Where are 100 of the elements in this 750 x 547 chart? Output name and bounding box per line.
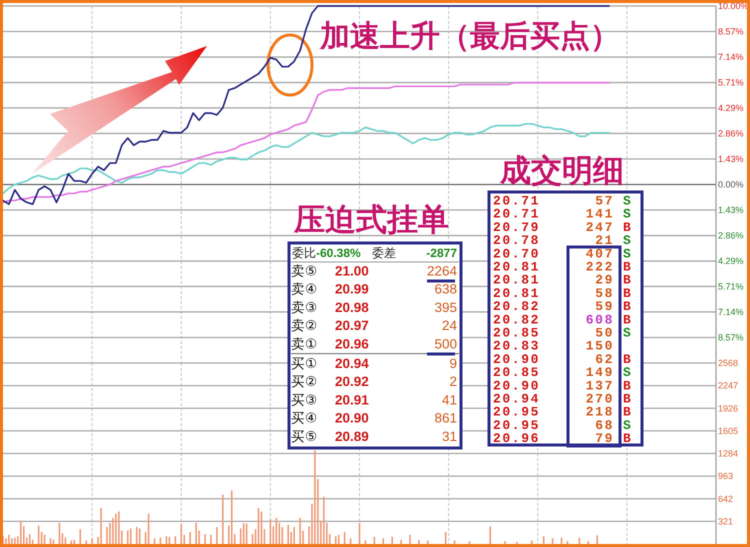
y-tick-label: 1.43% xyxy=(718,154,744,164)
data-label: 20.98 xyxy=(335,300,370,315)
data-label: 20.89 xyxy=(335,428,369,444)
y-tick-label: 8.57% xyxy=(718,332,744,342)
data-label: 57 xyxy=(595,194,614,208)
category-label: S xyxy=(623,246,631,262)
category-label: B xyxy=(623,286,631,301)
category-label: S xyxy=(623,418,631,433)
category-label: B xyxy=(623,392,631,406)
data-label: 20.99 xyxy=(335,282,369,297)
data-label: 20.94 xyxy=(335,356,370,371)
category-label: B xyxy=(623,260,631,274)
y-tick-label: 7.14% xyxy=(718,52,744,62)
data-label: 50 xyxy=(595,326,614,340)
data-label: 395 xyxy=(434,300,457,315)
data-label: 20.79 xyxy=(493,220,540,235)
category-label: S xyxy=(623,194,631,208)
data-label: 20.78 xyxy=(493,233,540,248)
category-label: 卖① xyxy=(291,336,318,352)
annotation: -2877 xyxy=(426,246,458,260)
y-tick-label: 7.14% xyxy=(718,306,744,317)
category-label: S xyxy=(623,206,631,222)
category-label: B xyxy=(623,312,631,328)
y-tick-label: 963 xyxy=(718,471,734,482)
data-label: 24 xyxy=(442,318,458,334)
y-tick-label: 4.29% xyxy=(718,256,744,266)
data-label: 218 xyxy=(586,404,614,420)
category-label: 买④ xyxy=(291,410,318,426)
data-label: 21 xyxy=(595,233,614,248)
category-label: 买② xyxy=(291,374,318,390)
annotation: 150 xyxy=(586,338,614,354)
data-label: 20.90 xyxy=(335,410,369,426)
data-label: 9 xyxy=(449,356,457,371)
y-tick-label: 2.86% xyxy=(718,128,744,138)
data-label: 407 xyxy=(586,246,614,262)
data-label: 141 xyxy=(586,206,614,222)
y-tick-label: 10.00% xyxy=(718,1,749,11)
category-label: B xyxy=(623,404,631,420)
data-label: 861 xyxy=(434,410,457,426)
category-label: 卖⑤ xyxy=(291,264,318,278)
data-label: 20.97 xyxy=(335,318,369,334)
data-label: 149 xyxy=(586,365,614,380)
data-label: 20.91 xyxy=(335,392,370,408)
data-label: 608 xyxy=(586,312,614,328)
y-tick-label: 1.43% xyxy=(718,205,744,216)
category-label: S xyxy=(623,326,631,340)
data-label: 20.95 xyxy=(493,404,540,420)
data-label: 137 xyxy=(586,378,614,394)
category-label: B xyxy=(623,299,631,314)
category-label: S xyxy=(623,233,631,248)
category-label: 买① xyxy=(291,356,318,371)
category-label: B xyxy=(623,431,631,446)
data-label: 62 xyxy=(595,352,614,367)
y-tick-label: 2247 xyxy=(718,380,738,391)
category-label: 买③ xyxy=(291,392,318,408)
data-label: 2264 xyxy=(426,264,458,278)
data-label: 20.96 xyxy=(335,336,370,352)
data-label: 20.92 xyxy=(335,374,369,390)
text: 成交明细 xyxy=(499,153,624,188)
text: 压迫式挂单 xyxy=(293,202,449,237)
y-tick-label: 0.00% xyxy=(718,180,744,190)
data-label: 79 xyxy=(595,431,614,446)
data-label: 21.00 xyxy=(335,264,369,278)
data-label: 247 xyxy=(586,220,614,235)
data-label: 20.85 xyxy=(493,365,540,380)
data-label: 31 xyxy=(442,428,457,444)
category-label: 买⑤ xyxy=(291,428,318,444)
data-label: 20.94 xyxy=(493,392,540,406)
data-label: 20.85 xyxy=(493,326,540,340)
data-label: 20.90 xyxy=(493,378,540,394)
data-label: 270 xyxy=(586,392,614,406)
annotation: 委差 xyxy=(372,246,396,260)
data-label: 222 xyxy=(586,260,614,274)
y-tick-label: 321 xyxy=(718,516,734,526)
category-label: 卖③ xyxy=(291,300,318,315)
data-label: 41 xyxy=(442,392,457,408)
y-tick-label: 8.57% xyxy=(718,26,744,37)
data-label: 58 xyxy=(595,286,614,301)
data-label: 20.81 xyxy=(493,286,540,301)
category-label: 卖④ xyxy=(291,282,318,297)
data-label: 20.96 xyxy=(493,431,540,446)
category-label: S xyxy=(623,365,631,380)
y-tick-label: 2568 xyxy=(718,358,738,368)
data-label: 20.95 xyxy=(493,418,540,433)
y-tick-label: 1605 xyxy=(718,426,738,436)
data-label: 500 xyxy=(434,336,457,352)
data-label: 20.71 xyxy=(493,194,540,208)
y-tick-label: 1926 xyxy=(718,403,738,414)
data-label: 29 xyxy=(595,272,614,288)
data-label: 20.82 xyxy=(493,299,540,314)
annotation: 加速上升（最后买点） xyxy=(319,20,620,53)
data-label: 59 xyxy=(595,299,614,314)
data-label: 20.81 xyxy=(493,260,540,274)
y-tick-label: 1284 xyxy=(718,448,738,458)
category-label: B xyxy=(623,220,631,235)
category-label: B xyxy=(623,272,631,288)
y-tick-label: 4.29% xyxy=(718,102,744,113)
annotation: -60.38% xyxy=(316,246,362,260)
y-tick-label: 5.71% xyxy=(718,281,744,292)
category-label: B xyxy=(623,378,631,394)
